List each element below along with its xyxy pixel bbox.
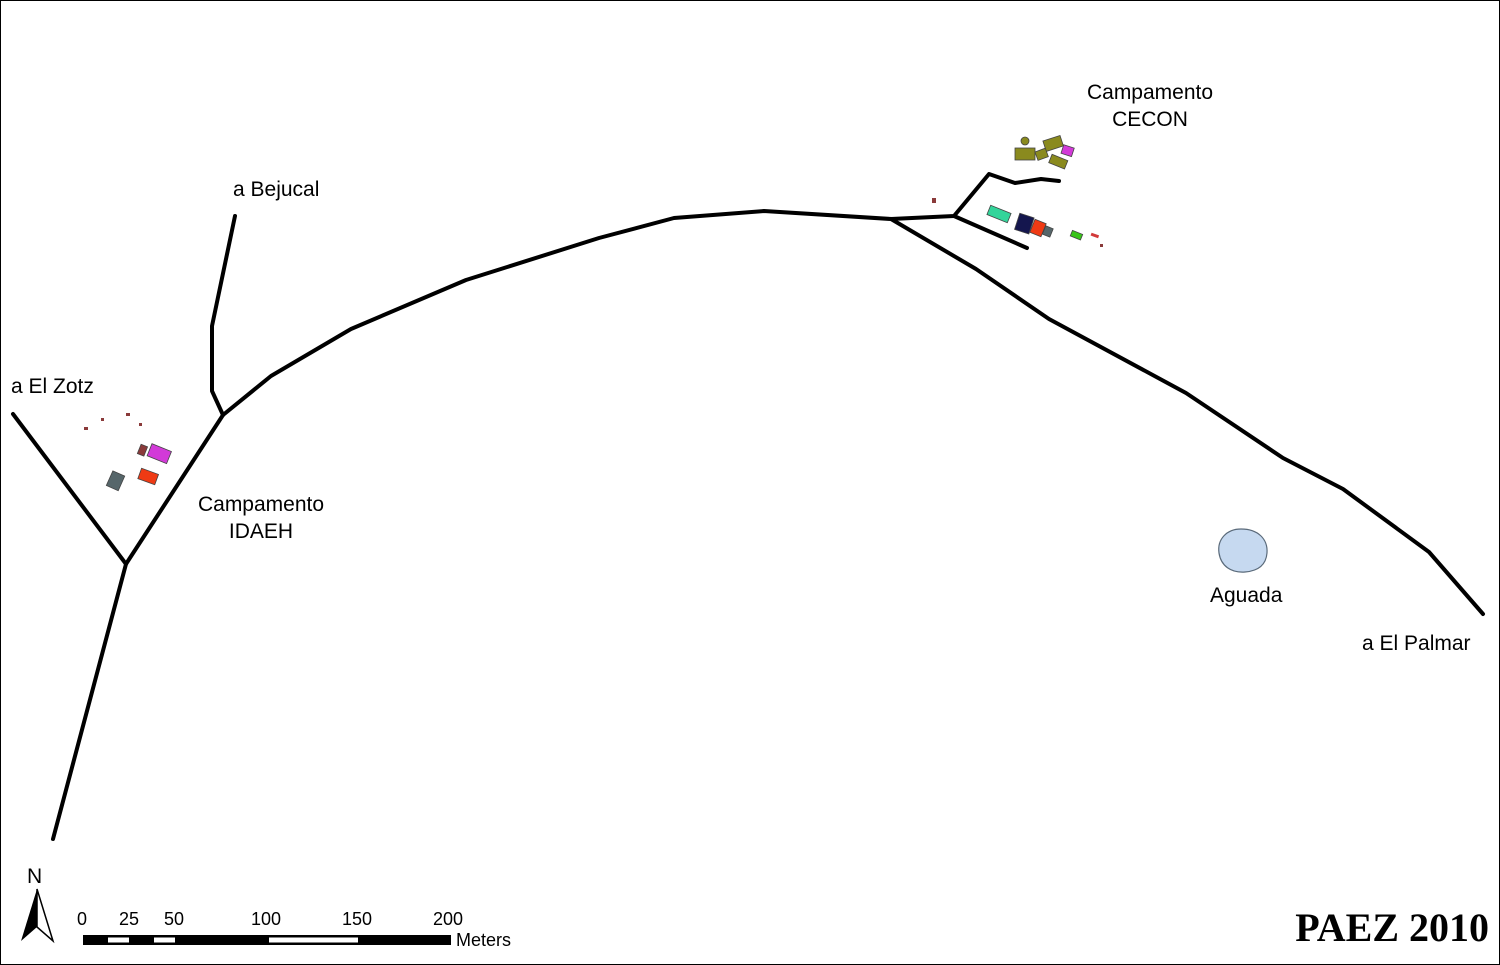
idaeh-structures [84,413,172,492]
cecon-structures [932,134,1103,247]
idaeh-marker-4 [139,423,142,426]
cecon-building-olive-4 [1048,153,1069,170]
idaeh-marker-1 [84,427,88,430]
scale-units: Meters [456,930,512,950]
idaeh-marker-3 [126,413,130,416]
north-arrow [21,888,55,944]
cecon-building-teal [986,204,1012,224]
road-to-el-palmar [889,217,1485,616]
cecon-building-slate [1041,225,1054,238]
north-arrow-right [36,888,55,944]
scale-tick-0: 0 [77,909,88,929]
cecon-marker-west [932,198,936,203]
scale-bar-segment-3 [269,937,358,943]
aguada-pond [1218,528,1268,573]
road-to-el-zotz [11,412,128,566]
main-road [51,172,1061,841]
roads [11,172,1485,841]
scale-bar-segment-2 [154,937,175,943]
idaeh-building-magenta [146,443,172,465]
cecon-spur-road [952,214,1029,250]
north-arrow-label: N [27,865,43,888]
idaeh-marker-2 [101,418,104,421]
label-campamento-idaeh: Campamento IDAEH [181,491,341,545]
scale-tick-25: 25 [119,909,140,929]
label-campamento-cecon-line2: CECON [1112,108,1188,131]
cecon-building-olive-1 [1014,147,1036,161]
scale-tick-100: 100 [251,909,282,929]
label-aguada: Aguada [1210,584,1283,607]
idaeh-building-red [137,467,160,486]
label-campamento-idaeh-line1: Campamento [197,493,325,516]
cecon-building-magenta [1060,144,1075,158]
idaeh-building-maroon [136,443,149,457]
cecon-building-olive-2 [1042,134,1064,152]
map-credit: PAEZ 2010 [1295,905,1489,950]
scale-bar-graphic [83,935,451,945]
cecon-marker-east-1 [1090,232,1100,239]
label-campamento-idaeh-line2: IDAEH [228,520,294,543]
label-campamento-cecon-line1: Campamento [1086,81,1214,104]
label-bejucal: a Bejucal [233,178,320,201]
scale-bar-segment-1 [108,937,129,943]
scale-tick-200: 200 [433,909,464,929]
label-el-palmar: a El Palmar [1362,632,1471,655]
idaeh-building-slate [105,470,126,492]
label-campamento-cecon: Campamento CECON [1070,79,1230,133]
scale-tick-50: 50 [164,909,185,929]
cecon-building-navy [1014,212,1035,235]
road-to-bejucal [210,214,237,417]
label-el-zotz: a El Zotz [11,375,94,398]
cecon-building-green [1069,229,1084,241]
north-arrow-left [21,889,37,941]
cecon-marker-east-2 [1100,244,1103,247]
scale-tick-150: 150 [342,909,373,929]
scale-bar-outline [83,935,451,945]
cecon-building-olive-3 [1034,147,1049,161]
cecon-structure-circle [1020,136,1030,146]
